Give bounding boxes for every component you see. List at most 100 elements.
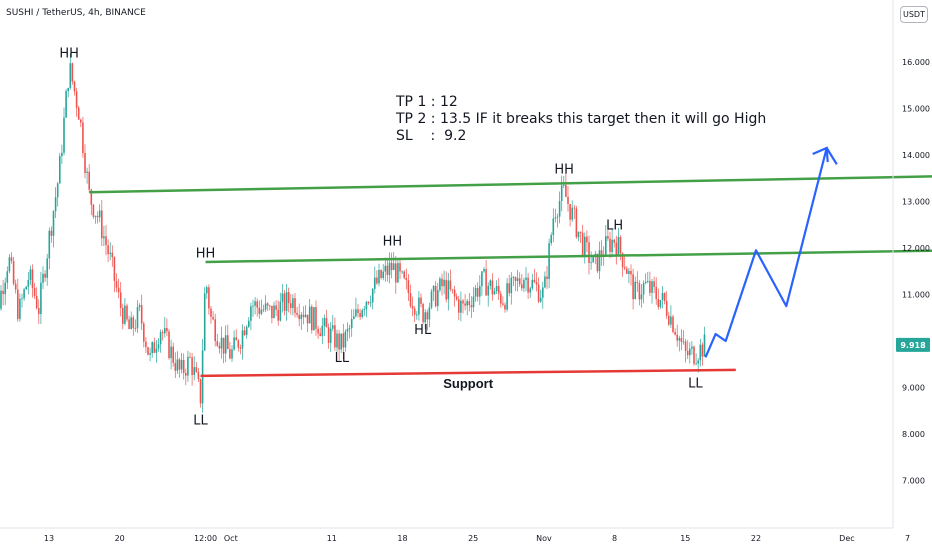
candle-body — [437, 290, 439, 307]
pattern-label-hh: HH — [196, 246, 216, 261]
candle-body — [323, 318, 326, 326]
candle-body — [80, 119, 82, 123]
candle-body — [413, 308, 416, 315]
candle-body — [264, 303, 267, 310]
candle-body — [193, 367, 195, 376]
candle-body — [56, 183, 59, 198]
candle-body — [269, 305, 271, 307]
candle-body — [521, 284, 523, 289]
candle-body — [224, 335, 227, 354]
pattern-label-ll: LL — [193, 414, 208, 429]
candle-body — [187, 356, 189, 376]
candle-body — [329, 328, 332, 343]
candle-body — [138, 305, 141, 308]
candle-body — [430, 291, 433, 308]
candle-body — [577, 231, 580, 238]
candle-body — [420, 297, 422, 305]
candle-body — [600, 250, 603, 258]
candle-body — [151, 342, 153, 354]
candle-body — [382, 271, 384, 278]
candle-body — [527, 277, 529, 293]
candle-body — [479, 286, 481, 297]
candle-body — [283, 293, 286, 311]
candle-body — [361, 310, 363, 317]
candle-body — [617, 237, 620, 256]
candle-body — [697, 360, 699, 364]
candle-body — [113, 257, 116, 281]
price-axis: 16.00015.00014.00013.00012.00011.00010.0… — [892, 0, 930, 528]
candle-body — [336, 333, 338, 348]
candle-body — [155, 348, 158, 353]
candle-body — [653, 281, 655, 287]
candle-body — [111, 252, 114, 258]
x-tick-label: 20 — [115, 534, 125, 543]
candle-body — [214, 319, 216, 342]
candle-body — [17, 289, 19, 319]
candle-body — [101, 210, 103, 239]
candle-body — [609, 238, 611, 252]
candle-body — [571, 207, 573, 220]
candle-body — [626, 268, 628, 274]
candle-body — [180, 359, 183, 370]
candle-body — [96, 215, 99, 218]
mid-resistance-line — [205, 249, 932, 264]
candle-body — [12, 260, 15, 284]
candle-body — [35, 295, 38, 309]
candle-body — [504, 304, 506, 310]
y-tick-label: 14.000 — [902, 151, 930, 160]
note-line-3: SL : 9.2 — [396, 128, 467, 144]
candle-body — [321, 325, 324, 337]
candle-body — [563, 184, 565, 186]
x-tick-label: 13 — [44, 534, 54, 543]
candle-body — [25, 286, 27, 290]
y-tick-label: 7.000 — [902, 477, 925, 486]
candle-body — [164, 327, 166, 334]
candle-body — [338, 333, 340, 350]
candle-body — [569, 204, 571, 220]
candle-body — [703, 334, 706, 357]
candle-body — [300, 314, 303, 320]
candle-body — [680, 338, 683, 342]
candle-body — [130, 317, 132, 330]
candle-body — [161, 332, 164, 334]
candle-body — [298, 314, 300, 320]
candle-body — [170, 346, 172, 359]
x-tick-label: 12:00 — [194, 534, 217, 543]
candle-body — [132, 317, 135, 329]
candle-body — [518, 278, 521, 285]
candle-body — [630, 270, 632, 275]
candle-body — [237, 340, 240, 348]
candle-body — [143, 323, 145, 342]
candle-body — [493, 291, 496, 295]
candle-body — [634, 281, 636, 300]
candle-body — [109, 252, 111, 254]
candle-body — [254, 301, 256, 306]
candle-body — [676, 334, 678, 341]
x-tick-label: 7 — [905, 534, 910, 543]
candle-body — [54, 197, 57, 212]
candle-body — [485, 269, 487, 296]
candle-body — [670, 316, 672, 325]
candle-body — [229, 349, 231, 359]
candle-body — [357, 309, 359, 314]
candle-body — [185, 373, 187, 376]
candle-body — [69, 63, 72, 88]
candle-body — [621, 253, 624, 268]
candle-body — [117, 287, 120, 293]
candle-body — [661, 293, 664, 300]
candle-body — [206, 287, 208, 294]
candle-body — [466, 301, 468, 306]
candle-body — [311, 306, 313, 331]
candle-body — [407, 280, 410, 294]
currency-button[interactable]: USDT — [900, 6, 928, 23]
candle-body — [145, 341, 147, 348]
candle-body — [40, 282, 42, 315]
candle-body — [191, 357, 193, 376]
candle-body — [105, 236, 107, 246]
candle-body — [510, 277, 513, 294]
candle-body — [657, 299, 660, 307]
candle-body — [399, 263, 401, 272]
candle-body — [168, 331, 170, 359]
y-tick-label: 13.000 — [902, 198, 930, 207]
candle-body — [380, 269, 382, 278]
